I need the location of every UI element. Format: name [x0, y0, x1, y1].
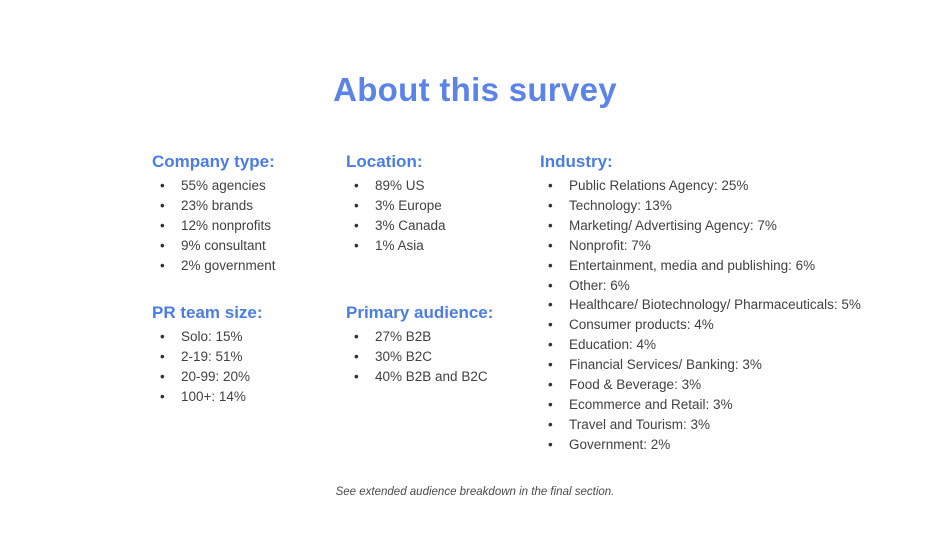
list-item: 2% government	[152, 256, 276, 276]
list-item: 12% nonprofits	[152, 216, 276, 236]
list-item: 1% Asia	[346, 236, 446, 256]
list-item: 2-19: 51%	[152, 347, 263, 367]
primary-audience-list: 27% B2B 30% B2C 40% B2B and B2C	[346, 327, 493, 387]
list-item: Travel and Tourism: 3%	[540, 415, 861, 435]
list-item: 100+: 14%	[152, 387, 263, 407]
list-item: Ecommerce and Retail: 3%	[540, 395, 861, 415]
list-item: Financial Services/ Banking: 3%	[540, 355, 861, 375]
list-item: Entertainment, media and publishing: 6%	[540, 256, 861, 276]
section-heading-location: Location:	[346, 152, 423, 171]
list-item: Marketing/ Advertising Agency: 7%	[540, 216, 861, 236]
list-item: Consumer products: 4%	[540, 315, 861, 335]
pr-team-size-list: Solo: 15% 2-19: 51% 20-99: 20% 100+: 14%	[152, 327, 263, 407]
section-pr-team-size: PR team size: Solo: 15% 2-19: 51% 20-99:…	[152, 303, 263, 407]
section-company-type: Company type: 55% agencies 23% brands 12…	[152, 152, 276, 276]
list-item: 3% Canada	[346, 216, 446, 236]
list-item: 40% B2B and B2C	[346, 367, 493, 387]
list-item: 20-99: 20%	[152, 367, 263, 387]
section-location: Location: 89% US 3% Europe 3% Canada 1% …	[346, 152, 446, 256]
list-item: 9% consultant	[152, 236, 276, 256]
company-type-list: 55% agencies 23% brands 12% nonprofits 9…	[152, 176, 276, 276]
footer-note: See extended audience breakdown in the f…	[335, 486, 615, 498]
section-heading-pr-team-size: PR team size:	[152, 303, 263, 322]
list-item: Education: 4%	[540, 335, 861, 355]
list-item: 55% agencies	[152, 176, 276, 196]
list-item: Nonprofit: 7%	[540, 236, 861, 256]
page-title: About this survey	[333, 71, 617, 108]
list-item: Other: 6%	[540, 276, 861, 296]
section-heading-company-type: Company type:	[152, 152, 275, 171]
list-item: 23% brands	[152, 196, 276, 216]
list-item: Food & Beverage: 3%	[540, 375, 861, 395]
section-heading-industry: Industry:	[540, 152, 613, 171]
list-item: Healthcare/ Biotechnology/ Pharmaceutica…	[540, 295, 861, 315]
section-primary-audience: Primary audience: 27% B2B 30% B2C 40% B2…	[346, 303, 493, 387]
list-item: Solo: 15%	[152, 327, 263, 347]
section-industry: Industry: Public Relations Agency: 25% T…	[540, 152, 861, 455]
section-heading-primary-audience: Primary audience:	[346, 303, 494, 322]
industry-list: Public Relations Agency: 25% Technology:…	[540, 176, 861, 455]
location-list: 89% US 3% Europe 3% Canada 1% Asia	[346, 176, 446, 256]
list-item: Public Relations Agency: 25%	[540, 176, 861, 196]
list-item: 3% Europe	[346, 196, 446, 216]
list-item: Technology: 13%	[540, 196, 861, 216]
list-item: 27% B2B	[346, 327, 493, 347]
list-item: Government: 2%	[540, 435, 861, 455]
list-item: 89% US	[346, 176, 446, 196]
list-item: 30% B2C	[346, 347, 493, 367]
